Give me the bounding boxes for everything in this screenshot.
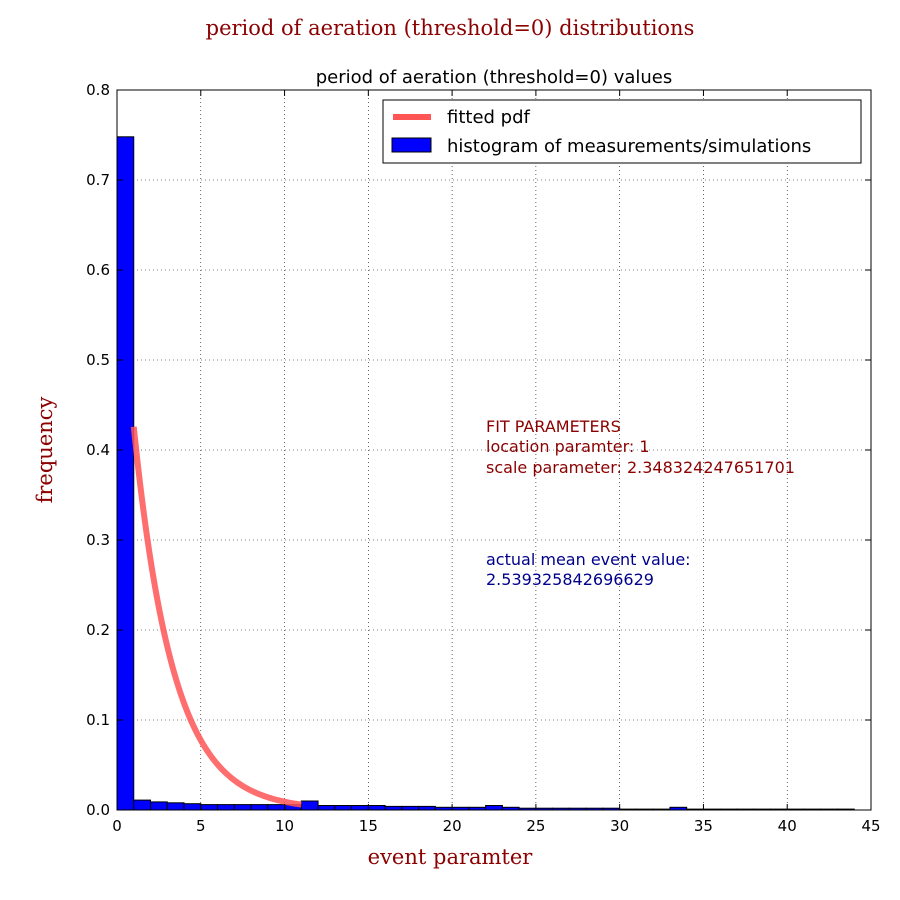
suptitle: period of aeration (threshold=0) distrib… bbox=[206, 16, 695, 40]
x-tick-label: 20 bbox=[443, 817, 462, 835]
x-tick-label: 30 bbox=[610, 817, 629, 835]
mean-value-text: 2.539325842696629 bbox=[486, 570, 654, 589]
x-tick-label: 35 bbox=[694, 817, 713, 835]
y-tick-label: 0.1 bbox=[86, 711, 110, 729]
histogram-bar bbox=[183, 803, 202, 811]
y-tick-label: 0.5 bbox=[86, 351, 110, 369]
y-tick-label: 0.0 bbox=[86, 801, 110, 819]
y-tick-label: 0.2 bbox=[86, 621, 110, 639]
histogram-bar bbox=[367, 805, 386, 811]
x-tick-label: 10 bbox=[275, 817, 294, 835]
fit-location-text: location paramter: 1 bbox=[486, 437, 650, 456]
histogram-bar bbox=[267, 804, 286, 811]
x-tick-label: 0 bbox=[112, 817, 122, 835]
legend-histogram-swatch bbox=[391, 137, 432, 153]
histogram-bar bbox=[133, 799, 152, 811]
histogram-bar bbox=[317, 805, 336, 811]
axes-title: period of aeration (threshold=0) values bbox=[316, 67, 672, 88]
y-axis-label: frequency bbox=[33, 396, 57, 503]
x-tick-label: 15 bbox=[359, 817, 378, 835]
histogram-bar bbox=[116, 136, 135, 811]
y-tick-label: 0.7 bbox=[86, 171, 110, 189]
x-axis-label: event paramter bbox=[368, 845, 534, 869]
x-tick-label: 45 bbox=[861, 817, 880, 835]
x-tick-label: 5 bbox=[196, 817, 206, 835]
y-tick-label: 0.6 bbox=[86, 261, 110, 279]
y-tick-label: 0.8 bbox=[86, 81, 110, 99]
legend-fit-label: fitted pdf bbox=[447, 107, 531, 128]
fitted-pdf-curve bbox=[130, 426, 302, 808]
histogram-bar bbox=[166, 802, 185, 811]
histogram-bar bbox=[250, 804, 269, 811]
histogram-bar bbox=[485, 805, 503, 811]
y-tick-label: 0.4 bbox=[86, 441, 110, 459]
grid bbox=[117, 90, 871, 810]
histogram-bar bbox=[200, 804, 219, 811]
histogram-bar bbox=[418, 805, 436, 811]
histogram-bar bbox=[334, 805, 353, 811]
axis-ticks: 0 5 10 15 20 25 30 35 40 45 0.0 0.1 0.2 0.3 0.4 0.5 0.6 0… bbox=[86, 81, 880, 835]
histogram-bar bbox=[351, 805, 369, 811]
histogram-bar bbox=[300, 800, 319, 811]
legend: fitted pdf histogram of measurements/sim… bbox=[382, 99, 862, 164]
x-tick-label: 40 bbox=[778, 817, 797, 835]
histogram-bar bbox=[233, 804, 252, 811]
legend-histogram-label: histogram of measurements/simulations bbox=[447, 136, 811, 157]
histogram-bar bbox=[401, 805, 420, 811]
x-tick-label: 25 bbox=[526, 817, 545, 835]
fit-scale-text: scale parameter: 2.348324247651701 bbox=[486, 458, 795, 477]
fit-parameters-heading: FIT PARAMETERS bbox=[486, 417, 621, 436]
mean-value-annotation: actual mean event value: 2.5393258426966… bbox=[486, 550, 691, 589]
histogram-bar bbox=[384, 805, 403, 811]
histogram-bar bbox=[150, 801, 168, 811]
mean-heading-text: actual mean event value: bbox=[486, 550, 691, 569]
y-tick-label: 0.3 bbox=[86, 531, 110, 549]
histogram-bar bbox=[217, 804, 235, 811]
fit-parameters-annotation: FIT PARAMETERS location paramter: 1 scal… bbox=[486, 417, 795, 477]
legend-box bbox=[382, 99, 862, 164]
